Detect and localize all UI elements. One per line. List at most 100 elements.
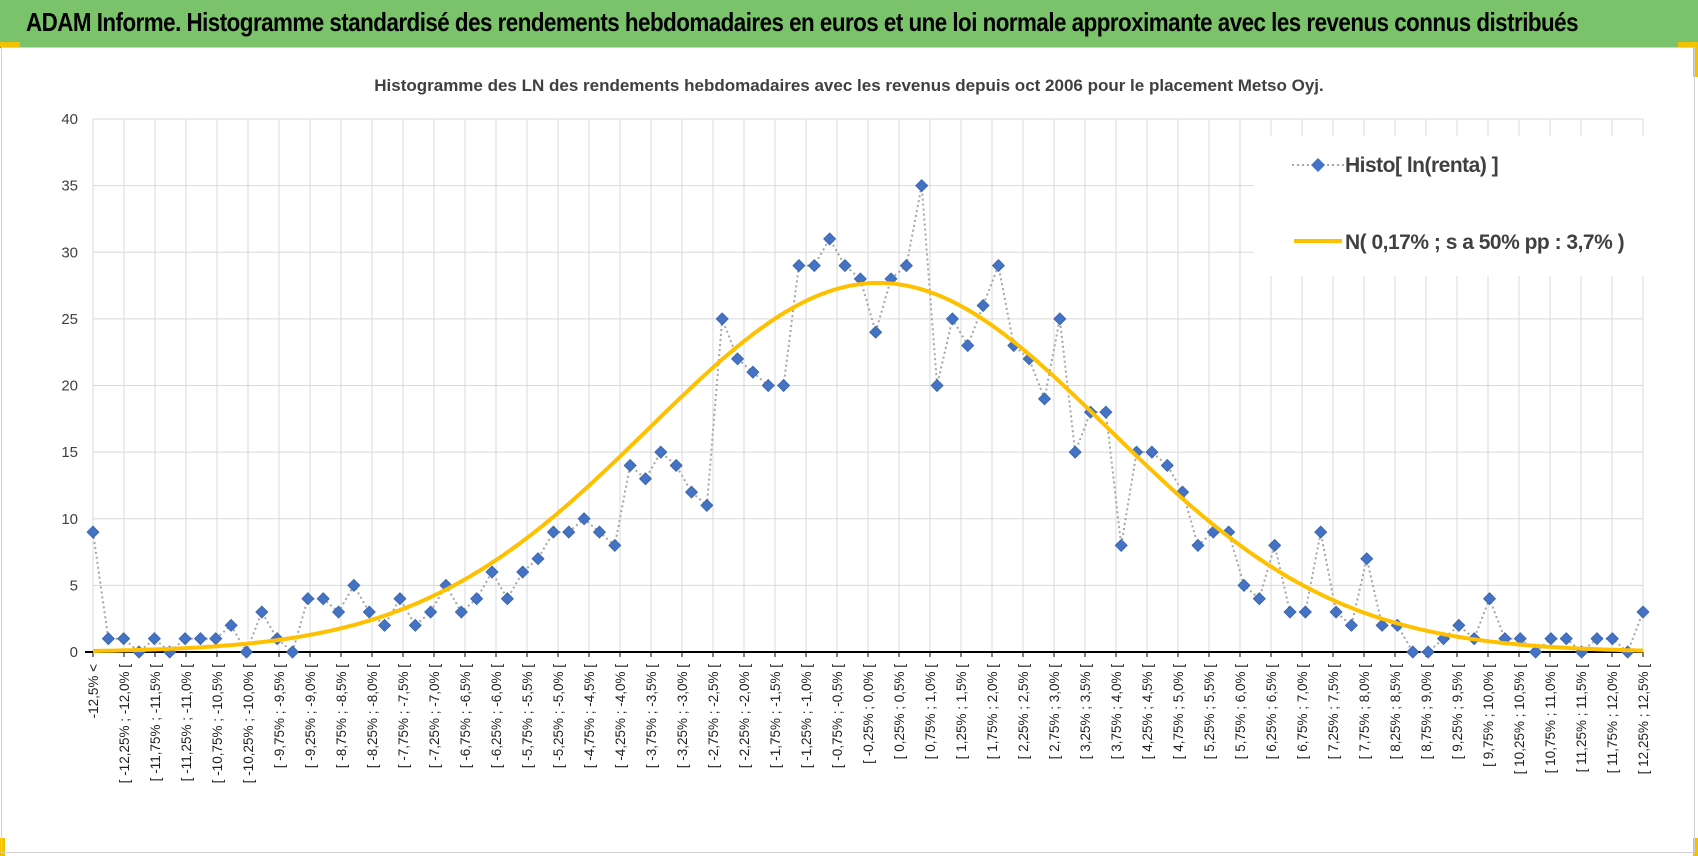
histo-point [961, 338, 975, 353]
x-tick-label: [ 5,75% ; 6,0% [ [1233, 664, 1248, 760]
x-tick-label: [ -6,75% ; -6,5% [ [458, 664, 473, 769]
x-tick-label: -12,5% < [86, 664, 101, 719]
histo-point [654, 445, 668, 459]
histo-point [730, 352, 745, 366]
histo-point [562, 525, 576, 539]
legend-histo-label: Histo[ ln(renta) ] [1345, 154, 1498, 177]
histo-point [638, 472, 653, 486]
histo-point [485, 565, 499, 579]
histo-point [408, 618, 422, 632]
corner-mark-top-left [0, 42, 20, 47]
title-banner: ADAM Informe. Histogramme standardisé de… [0, 0, 1698, 48]
x-tick-label: [ 1,25% ; 1,5% [ [954, 664, 969, 760]
histo-series-line [92, 185, 1644, 655]
x-tick-label: [ 8,75% ; 9,0% [ [1419, 664, 1434, 760]
histo-point [715, 312, 729, 326]
histo-point [1406, 645, 1420, 659]
x-tick-label: [ -2,75% ; -2,5% [ [706, 664, 721, 769]
corner-mark-bottom-left [0, 838, 5, 856]
histo-point [838, 259, 852, 273]
x-tick-label: [ 3,75% ; 4,0% [ [1109, 664, 1124, 760]
x-tick-label: [ 4,25% ; 4,5% [ [1140, 664, 1155, 760]
x-tick-label: [ -5,75% ; -5,5% [ [520, 664, 535, 769]
x-tick-label: [ -4,75% ; -4,5% [ [582, 664, 597, 769]
histo-point [1114, 538, 1128, 552]
histo-point [777, 378, 791, 393]
histo-point [1421, 645, 1435, 659]
histo-point [224, 618, 238, 632]
histo-point [1636, 605, 1650, 619]
histo-point [1544, 632, 1558, 646]
histo-point [1283, 605, 1297, 619]
x-tick-label: [ 2,75% ; 3,0% [ [1047, 664, 1062, 760]
x-tick-label: [ 10,75% ; 11,0% [ [1543, 664, 1558, 774]
histo-point [1344, 618, 1358, 632]
y-tick-label: 30 [61, 244, 78, 261]
histo-point [1252, 592, 1266, 606]
corner-mark-top-right [1678, 42, 1698, 47]
x-tick-label: [ -4,25% ; -4,0% [ [613, 664, 628, 769]
histo-point [1145, 445, 1159, 459]
histo-point [1298, 605, 1312, 619]
y-tick-label: 10 [61, 511, 78, 528]
histo-point [1053, 312, 1067, 326]
histo-point [378, 618, 392, 632]
histo-point [869, 325, 883, 339]
histo-point [347, 578, 361, 592]
y-tick-label: 35 [61, 178, 78, 195]
histo-point [147, 632, 161, 646]
histo-point [577, 512, 591, 526]
histo-point [1068, 445, 1082, 459]
x-tick-label: [ -0,25% ; 0,0% [ [861, 664, 876, 764]
x-tick-label: [ -7,75% ; -7,5% [ [396, 664, 411, 769]
x-tick-label: [ 0,25% ; 0,5% [ [892, 664, 907, 760]
histo-point [1590, 632, 1604, 646]
x-tick-label: [ 6,25% ; 6,5% [ [1264, 664, 1279, 760]
histo-point [193, 632, 207, 646]
histo-point [1559, 632, 1573, 646]
corner-mark-bottom-right [1693, 838, 1698, 856]
histo-point [899, 259, 913, 273]
histo-point [623, 458, 637, 473]
histo-point [1268, 538, 1282, 552]
y-tick-label: 40 [61, 111, 78, 128]
x-tick-label: [ -8,25% ; -8,0% [ [365, 664, 380, 769]
x-tick-label: [ 4,75% ; 5,0% [ [1171, 664, 1186, 760]
histo-point [1605, 632, 1619, 646]
x-tick-label: [ -3,75% ; -3,5% [ [644, 664, 659, 769]
x-tick-label: [ -10,75% ; -10,5% [ [210, 664, 225, 784]
histo-point [316, 592, 330, 606]
x-tick-label: [ 0,75% ; 1,0% [ [923, 664, 938, 760]
x-tick-label: [ -6,25% ; -6,0% [ [489, 664, 504, 769]
x-tick-label: [ -1,25% ; -1,0% [ [799, 664, 814, 769]
x-tick-label: [ 6,75% ; 7,0% [ [1295, 664, 1310, 760]
histo-point [945, 312, 959, 326]
histo-point [1160, 458, 1174, 473]
histo-point [1237, 578, 1251, 592]
histo-point [1482, 592, 1497, 606]
histo-point [255, 605, 269, 619]
x-tick-label: [ 11,75% ; 12,0% [ [1605, 664, 1620, 774]
histo-point [239, 645, 254, 659]
histo-point [101, 632, 115, 646]
x-tick-label: [ 5,25% ; 5,5% [ [1202, 664, 1217, 760]
x-tick-label: [ 10,25% ; 10,5% [ [1512, 664, 1527, 775]
x-tick-label: [ -10,25% ; -10,0% [ [241, 664, 256, 784]
histo-point [792, 259, 806, 273]
y-tick-label: 5 [70, 577, 78, 594]
y-tick-label: 15 [61, 444, 78, 461]
x-tick-label: [ 7,75% ; 8,0% [ [1357, 664, 1372, 760]
histo-point [393, 592, 407, 606]
x-tick-label: [ -8,75% ; -8,5% [ [334, 664, 349, 769]
histo-point [454, 605, 468, 619]
histo-point [1452, 618, 1466, 632]
histo-point [930, 378, 944, 393]
x-tick-label: [ -3,25% ; -3,0% [ [675, 664, 690, 769]
histo-point [362, 605, 376, 619]
histo-point [86, 525, 100, 539]
histo-point [761, 378, 775, 393]
histo-point [1360, 552, 1374, 566]
chart-title: Histogramme des LN des rendements hebdom… [374, 76, 1324, 95]
histo-point [546, 525, 560, 539]
